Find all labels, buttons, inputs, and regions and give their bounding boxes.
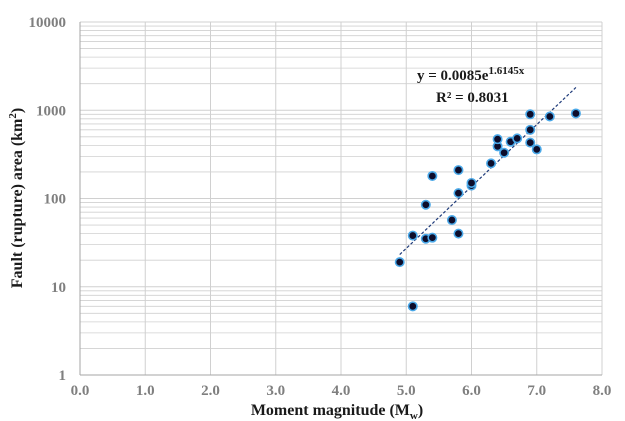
data-point xyxy=(427,170,438,181)
r-squared-label: R² = 0.8031 xyxy=(436,90,509,106)
data-point xyxy=(394,257,405,268)
data-point xyxy=(499,147,510,158)
data-point xyxy=(512,133,523,144)
trendline-equation: y = 0.0085e1.6145x xyxy=(417,65,525,84)
y-axis-title: Fault (rupture) area (km2) xyxy=(7,108,26,288)
y-tick-label: 1 xyxy=(59,368,67,384)
x-tick-label: 0.0 xyxy=(71,383,90,399)
data-point xyxy=(427,232,438,243)
x-tick-label: 3.0 xyxy=(266,383,285,399)
data-point xyxy=(525,124,536,135)
y-tick-label: 10000 xyxy=(29,15,67,31)
data-point xyxy=(446,215,457,226)
data-point xyxy=(486,158,497,169)
x-tick-label: 2.0 xyxy=(201,383,220,399)
x-tick-label: 7.0 xyxy=(527,383,546,399)
data-point xyxy=(570,108,581,119)
grid-layer xyxy=(79,21,603,376)
y-tick-label: 100 xyxy=(44,192,67,208)
x-tick-label: 8.0 xyxy=(593,383,612,399)
data-point xyxy=(407,301,418,312)
data-point xyxy=(466,177,477,188)
data-points xyxy=(394,108,581,312)
y-tick-label: 10 xyxy=(51,280,66,296)
tick-labels: 0.0 1.0 2.0 3.0 4.0 5.0 6.0 7.0 8.0 1 10 100 1000 100… xyxy=(29,15,612,399)
data-point xyxy=(453,165,464,176)
x-tick-label: 4.0 xyxy=(332,383,351,399)
data-point xyxy=(453,228,464,239)
data-point xyxy=(407,230,418,241)
data-point xyxy=(531,144,542,155)
data-point xyxy=(420,199,431,210)
data-point xyxy=(453,188,464,199)
data-point xyxy=(525,109,536,120)
data-point xyxy=(492,134,503,145)
y-tick-label: 1000 xyxy=(36,103,66,119)
x-tick-label: 5.0 xyxy=(397,383,416,399)
x-tick-label: 1.0 xyxy=(136,383,155,399)
x-axis-title: Moment magnitude (Mw) xyxy=(251,402,423,421)
x-tick-label: 6.0 xyxy=(462,383,481,399)
axis-layer xyxy=(79,22,602,376)
data-point xyxy=(544,111,555,122)
data-point xyxy=(525,137,536,148)
